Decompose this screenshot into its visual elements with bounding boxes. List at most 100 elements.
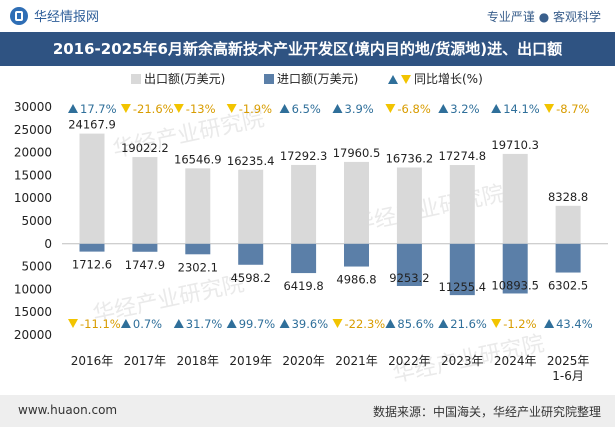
- export-growth-label: -6.8%: [397, 102, 430, 116]
- export-growth-label: 6.5%: [292, 102, 321, 116]
- import-bar: [132, 243, 158, 252]
- y-tick-label: 25000: [14, 123, 52, 137]
- x-tick-label: 2025年: [547, 354, 590, 368]
- import-bar: [79, 243, 105, 252]
- x-tick-label: 2024年: [494, 354, 537, 368]
- export-growth-row: 17.7% -21.6% -13% -1.9% 6.5% 3.9% -6.8% 3.2% 14.…: [68, 102, 590, 116]
- export-growth-label: 3.2%: [450, 102, 479, 116]
- y-tick-label: 0: [44, 237, 52, 251]
- brand-name: 华经情报网: [34, 10, 100, 25]
- x-tick-label: 2019年: [229, 354, 272, 368]
- export-value-label: 16736.2: [386, 151, 434, 165]
- import-up-triangle-icon: [279, 319, 290, 328]
- export-bar: [502, 153, 528, 244]
- import-up-triangle-icon: [120, 319, 131, 328]
- export-value-label: 17960.5: [333, 146, 381, 160]
- export-down-triangle-icon: [173, 104, 184, 113]
- huajing-logo-icon: [10, 6, 28, 25]
- import-value-label: 4598.2: [231, 271, 271, 285]
- y-tick-label: 15000: [14, 305, 52, 319]
- legend-import-swatch: [264, 74, 274, 84]
- import-up-triangle-icon: [173, 319, 184, 328]
- export-down-triangle-icon: [120, 104, 131, 113]
- export-growth-label: -8.7%: [556, 102, 589, 116]
- export-up-triangle-icon: [279, 104, 290, 113]
- import-down-triangle-icon: [68, 319, 78, 328]
- export-value-label: 16235.4: [227, 154, 275, 168]
- export-bar: [185, 168, 211, 244]
- y-tick-label: 10000: [14, 191, 52, 205]
- import-bar: [238, 243, 264, 265]
- footer-website: www.huaon.com: [18, 403, 118, 417]
- x-tick-label: 2018年: [177, 354, 220, 368]
- import-growth-label: -11.1%: [80, 317, 121, 331]
- export-value-label: 8328.8: [548, 190, 588, 204]
- export-up-triangle-icon: [332, 104, 343, 113]
- value-labels: 24167.9 1712.6 19022.2 1747.9 16546.9 2302.1 1…: [68, 118, 588, 295]
- x-tick-label: 1-6月: [552, 369, 584, 383]
- export-growth-label: 14.1%: [503, 102, 540, 116]
- x-tick-label: 2017年: [124, 354, 167, 368]
- legend: 出口额(万美元) 进口额(万美元) 同比增长(%): [131, 72, 483, 86]
- import-bar: [344, 243, 369, 267]
- bars: [79, 133, 581, 296]
- export-bar: [344, 161, 369, 244]
- top-bar: 华经情报网 专业严谨 ● 客观科学: [0, 0, 615, 32]
- chart-title: 2016-2025年6月新余高新技术产业开发区(境内目的地/货源地)进、出口额: [52, 40, 563, 58]
- export-down-triangle-icon: [226, 104, 237, 113]
- export-bar: [79, 133, 105, 244]
- y-tick-label: 20000: [14, 328, 52, 342]
- x-tick-label: 2016年: [71, 354, 114, 368]
- import-bar: [396, 243, 422, 286]
- x-tick-label: 2023年: [441, 354, 484, 368]
- import-value-label: 6302.5: [548, 279, 588, 293]
- import-down-triangle-icon: [491, 319, 502, 328]
- import-growth-label: 0.7%: [133, 317, 162, 331]
- y-tick-label: 5000: [21, 214, 52, 228]
- import-value-label: 11255.4: [439, 280, 487, 294]
- import-growth-label: 39.6%: [292, 317, 329, 331]
- export-growth-label: 17.7%: [80, 102, 117, 116]
- y-tick-label: 5000: [21, 260, 52, 274]
- legend-up-triangle-icon: [388, 75, 398, 84]
- export-bar: [291, 164, 317, 244]
- export-bar: [555, 205, 581, 244]
- import-growth-label: 43.4%: [556, 317, 593, 331]
- footer: www.huaon.com 数据来源：中国海关，华经产业研究院整理: [0, 395, 615, 427]
- export-bar: [238, 169, 264, 244]
- import-up-triangle-icon: [438, 319, 449, 328]
- import-value-label: 2302.1: [178, 260, 218, 274]
- export-growth-label: 3.9%: [345, 102, 374, 116]
- export-up-triangle-icon: [438, 104, 449, 113]
- import-down-triangle-icon: [332, 319, 343, 328]
- legend-import-label: 进口额(万美元): [277, 72, 358, 86]
- export-growth-label: -1.9%: [239, 102, 272, 116]
- import-growth-label: 21.6%: [450, 317, 487, 331]
- import-growth-label: 99.7%: [239, 317, 276, 331]
- import-growth-label: -1.2%: [503, 317, 536, 331]
- import-growth-label: -22.3%: [345, 317, 386, 331]
- legend-export-label: 出口额(万美元): [144, 72, 225, 86]
- legend-down-triangle-icon: [401, 75, 411, 84]
- import-value-label: 4986.8: [336, 273, 376, 287]
- import-bar: [502, 243, 528, 294]
- brand: 华经情报网: [10, 6, 99, 25]
- import-bar: [185, 243, 211, 255]
- y-tick-label: 30000: [14, 100, 52, 114]
- legend-export-swatch: [131, 74, 141, 84]
- import-value-label: 6419.8: [283, 279, 323, 293]
- x-tick-label: 2022年: [388, 354, 431, 368]
- import-bar: [555, 243, 581, 273]
- legend-growth-label: 同比增长(%): [414, 72, 483, 86]
- y-tick-label: 20000: [14, 146, 52, 160]
- export-value-label: 24167.9: [68, 118, 116, 132]
- import-value-label: 10893.5: [491, 278, 539, 292]
- export-value-label: 16546.9: [174, 152, 222, 166]
- footer-source: 数据来源：中国海关，华经产业研究院整理: [372, 405, 601, 419]
- x-tick-label: 2021年: [335, 354, 378, 368]
- y-tick-label: 15000: [14, 168, 52, 182]
- y-tick-label: 10000: [14, 282, 52, 296]
- import-value-label: 9253.2: [389, 271, 429, 285]
- import-bar: [291, 243, 317, 274]
- export-value-label: 19710.3: [491, 138, 539, 152]
